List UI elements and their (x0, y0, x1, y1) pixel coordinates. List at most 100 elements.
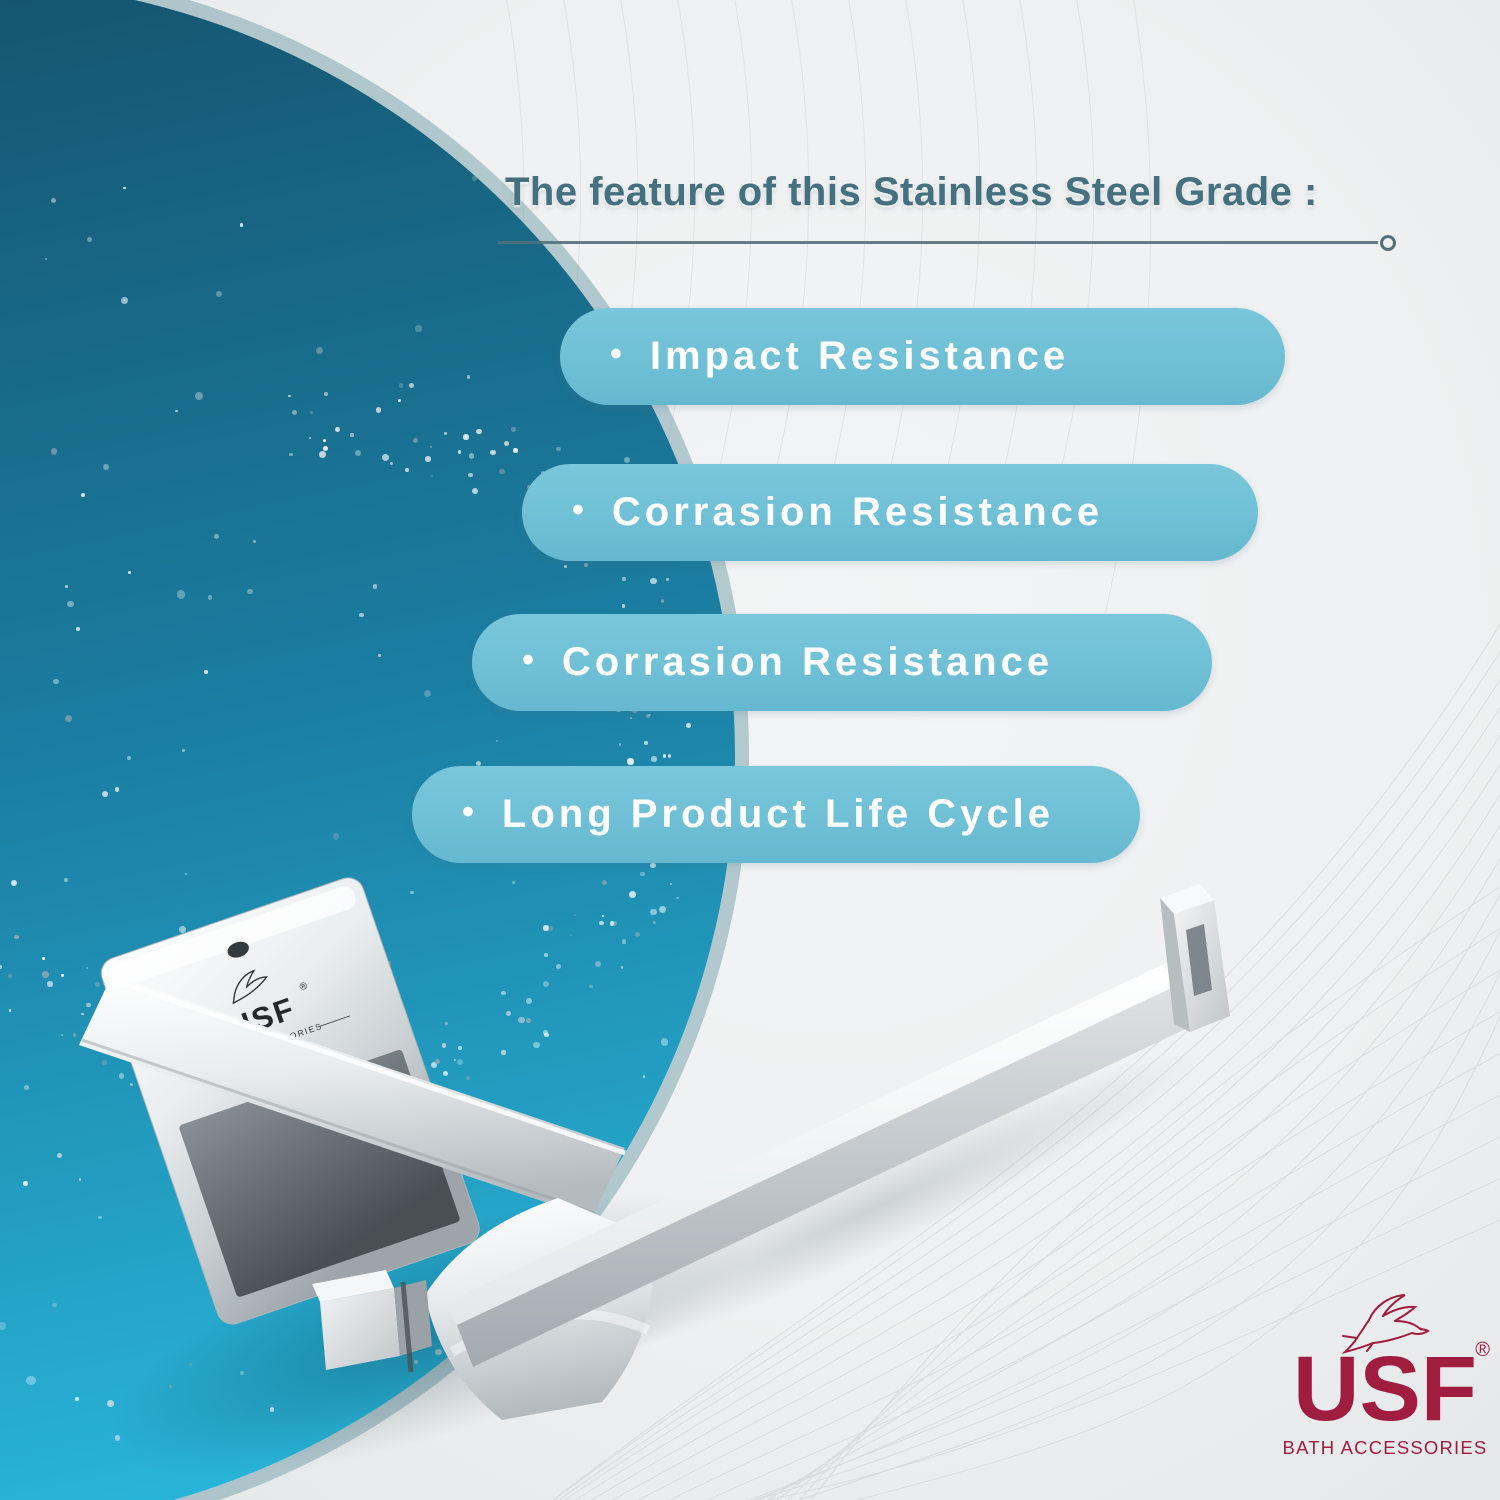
sparkle-particle (621, 604, 626, 609)
sparkle-particle (112, 1009, 118, 1015)
sparkle-particle (380, 1127, 389, 1137)
sparkle-particle (176, 589, 186, 599)
sparkle-particle (685, 722, 692, 729)
sparkle-particle (375, 407, 382, 413)
sparkle-particle (269, 1406, 275, 1412)
sparkle-particle (105, 1023, 110, 1028)
sparkle-particle (382, 454, 390, 462)
sparkle-particle (660, 1038, 669, 1046)
sparkle-particle (640, 872, 645, 877)
sparkle-particle (382, 1079, 389, 1087)
sparkle-particle (81, 492, 86, 497)
sparkle-particle (26, 1375, 36, 1386)
sparkle-particle (468, 453, 475, 459)
sparkle-particle (189, 1362, 192, 1366)
sparkle-particle (526, 1018, 532, 1024)
sparkle-particle (215, 291, 222, 297)
sparkle-particle (300, 1075, 306, 1081)
sparkle-particle (130, 1082, 134, 1086)
sparkle-particle (556, 446, 561, 452)
sparkle-particle (377, 654, 381, 658)
sparkle-particle (72, 1033, 77, 1037)
sparkle-particle (23, 1181, 28, 1186)
sparkle-particle (7, 974, 12, 978)
sparkle-particle (121, 296, 129, 304)
sparkle-particle (348, 1103, 353, 1108)
sparkle-particle (564, 564, 568, 568)
sparkle-particle (429, 446, 433, 449)
sparkle-particle (79, 1178, 82, 1181)
sparkle-particle (194, 391, 204, 401)
brand-name: USF (1293, 1338, 1477, 1440)
brand-logo: USF ® BATH ACCESSORIES (1282, 1288, 1490, 1459)
sparkle-particle (458, 1045, 463, 1050)
sparkle-particle (457, 1058, 464, 1065)
sparkle-particle (400, 1172, 406, 1177)
sparkle-particle (601, 880, 607, 886)
sparkle-particle (429, 474, 433, 478)
sparkle-particle (97, 1215, 102, 1220)
sparkle-particle (622, 577, 627, 582)
sparkle-particle (75, 1397, 79, 1401)
sparkle-particle (496, 739, 499, 742)
registered-mark: ® (1475, 1339, 1490, 1361)
sparkle-particle (391, 1106, 396, 1110)
sparkle-particle (555, 963, 561, 969)
sparkle-particle (14, 934, 19, 940)
sparkle-particle (676, 896, 679, 899)
sparkle-particle (63, 878, 68, 883)
sparkle-particle (342, 1097, 346, 1101)
sparkle-particle (252, 539, 257, 544)
sparkle-particle (255, 1035, 262, 1042)
sparkle-particle (544, 1032, 549, 1038)
sparkle-particle (444, 1022, 448, 1026)
sparkle-particle (498, 468, 505, 475)
sparkle-particle (635, 932, 641, 937)
sparkle-particle (323, 439, 327, 443)
sparkle-particle (444, 432, 448, 436)
sparkle-particle (599, 920, 604, 926)
sparkle-particle (651, 756, 657, 762)
sparkle-particle (65, 715, 72, 722)
sparkle-particle (118, 1073, 125, 1080)
feature-pill-impact: • Impact Resistance (560, 308, 1285, 405)
sparkle-particle (334, 426, 340, 433)
sparkle-particle (653, 921, 656, 924)
sparkle-particle (359, 612, 364, 618)
sparkle-particle (660, 599, 665, 604)
sparkle-particle (11, 879, 18, 886)
sparkle-particle (107, 1400, 115, 1407)
sparkle-particle (609, 921, 615, 926)
sparkle-particle (56, 1153, 62, 1158)
sparkle-particle (279, 1258, 287, 1266)
sparkle-particle (315, 346, 323, 354)
sparkle-particle (203, 1082, 210, 1089)
sparkle-particle (386, 961, 392, 967)
sparkle-particle (466, 375, 470, 379)
sparkle-particle (463, 434, 469, 440)
sparkle-particle (650, 908, 657, 916)
feature-pill-corrosion-1: • Corrasion Resistance (522, 464, 1258, 561)
title-rule (498, 241, 1378, 244)
sparkle-particle (239, 1370, 244, 1375)
sparkle-particle (506, 1011, 512, 1017)
sparkle-particle (45, 257, 48, 260)
sparkle-particle (644, 741, 648, 745)
sparkle-particle (467, 472, 473, 478)
sparkle-particle (358, 1082, 363, 1087)
sparkle-particle (101, 791, 108, 798)
bullet-icon: • (610, 335, 626, 373)
sparkle-particle (662, 754, 667, 758)
sparkle-particle (490, 450, 496, 456)
sparkle-particle (179, 925, 186, 933)
sparkle-particle (453, 1059, 457, 1062)
sparkle-particle (50, 448, 58, 455)
sparkle-particle (134, 1047, 138, 1051)
sparkle-particle (616, 1361, 622, 1367)
sparkle-particle (24, 1084, 29, 1090)
sparkle-particle (398, 399, 402, 403)
sparkle-particle (503, 441, 509, 447)
sparkle-particle (76, 627, 80, 631)
feature-label: Long Product Life Cycle (501, 792, 1054, 836)
sparkle-particle (441, 1043, 447, 1048)
